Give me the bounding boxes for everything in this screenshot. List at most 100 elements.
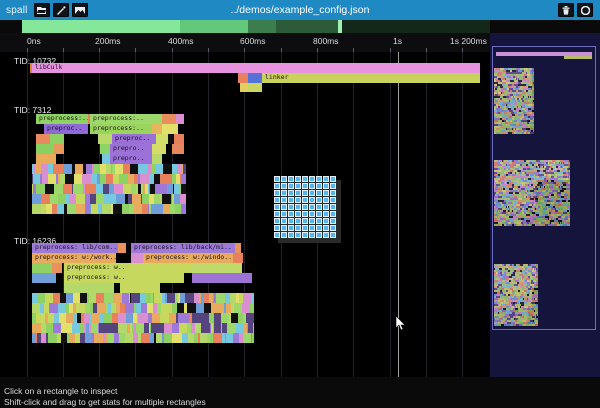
flamegraph-bar[interactable] [85,184,91,194]
flamegraph-bar[interactable]: prepro.. [110,154,152,164]
flamegraph-bar[interactable] [120,303,125,313]
selection-grid-cell[interactable] [316,183,322,189]
timeline-ruler[interactable]: 0ns 200ms 400ms 600ms 800ms 1s 1s 200ms [0,33,490,52]
flamegraph-bar[interactable] [98,204,101,214]
flamegraph-bar[interactable] [138,313,143,323]
selection-grid-cell[interactable] [302,204,308,210]
flamegraph-bar[interactable] [146,293,151,303]
flamegraph-bar[interactable] [63,184,72,194]
flamegraph-bar[interactable] [32,263,52,273]
selection-grid-cell[interactable] [323,225,329,231]
flamegraph-bar[interactable] [76,303,85,313]
flamegraph-bar[interactable] [148,204,149,214]
flamegraph-bar[interactable] [151,194,154,204]
flamegraph-bar[interactable] [182,333,188,343]
flamegraph-bar[interactable] [141,184,143,194]
flamegraph-bar[interactable] [136,303,141,313]
trash-icon[interactable] [558,3,574,17]
flamegraph-bar[interactable] [45,293,53,303]
flamegraph-bar[interactable] [63,164,68,174]
selection-grid-cell[interactable] [295,183,301,189]
flamegraph-bar[interactable] [248,83,262,92]
flamegraph-bar[interactable] [123,184,131,194]
selection-grid-cell[interactable] [288,225,294,231]
flamegraph-bar[interactable] [153,293,154,303]
flamegraph-bar[interactable] [162,114,176,124]
selection-grid-cell[interactable] [295,190,301,196]
flamegraph-bar[interactable] [98,323,99,333]
flamegraph-bar[interactable] [100,174,106,184]
flamegraph-bar[interactable] [80,333,85,343]
flamegraph-bar[interactable] [41,333,46,343]
flamegraph-bar[interactable] [222,323,227,333]
flamegraph-bar[interactable] [87,293,89,303]
flamegraph-bar[interactable] [32,333,35,343]
flamegraph-bar[interactable] [50,194,58,204]
flamegraph-bar[interactable] [133,313,137,323]
flamegraph-bar[interactable] [160,194,162,204]
flamegraph-bar[interactable] [60,174,65,184]
flamegraph-bar[interactable] [36,134,50,144]
flamegraph-bar[interactable] [156,164,163,174]
flamegraph-bar[interactable] [207,333,210,343]
flamegraph-bar[interactable] [48,174,56,184]
flamegraph-bar[interactable] [48,313,54,323]
flamegraph-bar[interactable] [226,333,233,343]
flamegraph-bar[interactable] [149,174,154,184]
flamegraph-bar[interactable] [176,174,180,184]
flamegraph-bar[interactable] [225,333,226,343]
flamegraph-bar[interactable] [58,303,65,313]
flamegraph-bar[interactable] [72,164,75,174]
flamegraph-bar[interactable] [152,124,162,134]
flamegraph-bar[interactable] [243,313,246,323]
flamegraph-bar[interactable] [191,323,195,333]
selection-grid-cell[interactable] [316,176,322,182]
flamegraph-bar[interactable] [85,204,90,214]
flamegraph-bar[interactable] [137,313,138,323]
flamegraph-bar[interactable] [157,323,164,333]
flamegraph-bar[interactable] [91,174,97,184]
open-file-icon[interactable] [33,3,50,17]
selection-grid-cell[interactable] [302,211,308,217]
flamegraph-bar[interactable]: preprocess: w.. [64,273,184,283]
flamegraph-bar[interactable] [132,323,134,333]
flamegraph-canvas[interactable]: TID: 10732 libCulk linker TID: 7312 preproce… [0,52,490,377]
flamegraph-bar[interactable] [130,164,138,174]
flamegraph-bar[interactable] [76,204,85,214]
flamegraph-bar[interactable] [243,323,247,333]
load-progress-strip[interactable] [0,20,600,33]
flamegraph-bar[interactable] [155,184,158,194]
selection-grid-cell[interactable] [281,225,287,231]
flamegraph-bar[interactable] [100,164,106,174]
flamegraph-bar[interactable] [92,164,93,174]
flamegraph-bar[interactable]: preprocess: lib/back/mi.. [131,243,235,253]
flamegraph-bar[interactable] [35,164,41,174]
flamegraph-bar[interactable] [140,174,149,184]
flamegraph-bar[interactable] [56,174,58,184]
flamegraph-bar[interactable] [79,323,84,333]
selection-grid-cell[interactable] [281,232,287,238]
selection-grid-cell[interactable] [295,211,301,217]
flamegraph-bar[interactable] [134,174,138,184]
flamegraph-bar[interactable] [210,333,213,343]
flamegraph-bar[interactable] [161,303,163,313]
flamegraph-bar[interactable] [113,293,122,303]
flamegraph-bar[interactable] [119,174,128,184]
flamegraph-bar[interactable] [239,333,243,343]
flamegraph-bar[interactable] [112,164,115,174]
selection-grid-cell[interactable] [323,197,329,203]
flamegraph-bar[interactable] [149,204,151,214]
flamegraph-bar[interactable] [180,293,185,303]
flamegraph-bar[interactable] [243,333,251,343]
flamegraph-bar[interactable] [46,313,48,323]
flamegraph-bar[interactable] [85,194,90,204]
flamegraph-bar[interactable] [229,313,231,323]
flamegraph-bar[interactable] [213,313,214,323]
flamegraph-bar[interactable] [35,333,37,343]
selection-grid-cell[interactable] [330,211,336,217]
flamegraph-bar[interactable] [76,194,85,204]
flamegraph-bar[interactable] [113,194,116,204]
flamegraph-bar[interactable] [45,184,54,194]
selection-grid-cell[interactable] [274,183,280,189]
flamegraph-bar[interactable] [53,293,59,303]
